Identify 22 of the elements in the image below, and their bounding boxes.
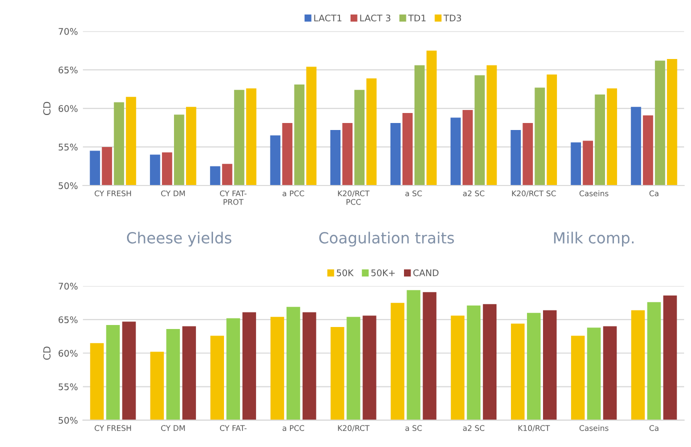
y-tick-label: 55% [58,383,78,390]
y-tick-label: 65% [58,316,78,324]
legend-label: TD3 [444,14,462,22]
y-axis-title: CD [43,102,51,115]
y-tick-label: 60% [58,350,78,357]
y-tick-label: 60% [58,105,78,112]
legend-label: 50K+ [371,269,395,276]
y-tick-label: 65% [58,66,78,74]
text: Milk comp. [554,232,634,247]
y-tick-label: 50% [58,416,78,424]
legend-label: 50K [336,269,354,276]
legend-label: TD1 [408,14,426,22]
y-tick-label: 55% [58,144,78,151]
legend-label: LACT 3 [360,14,390,22]
y-tick-label: 70% [58,28,78,35]
y-axis-title: CD [43,346,51,360]
legend-label: CAND [413,269,438,276]
text: Cheese yields [126,232,232,247]
legend-label: LACT1 [314,14,342,22]
y-tick-label: 50% [58,182,78,190]
text: Coagulation traits [319,232,454,247]
y-tick-label: 70% [58,282,78,290]
